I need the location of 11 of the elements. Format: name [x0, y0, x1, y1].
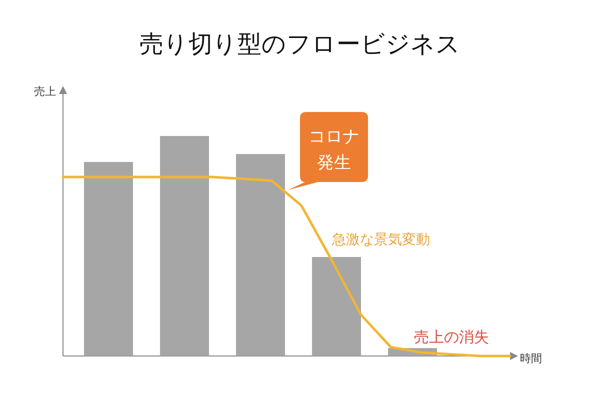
- bar: [160, 136, 209, 356]
- speech-bubble: コロナ発生: [288, 112, 368, 190]
- chart-title: 売り切り型のフロービジネス: [140, 30, 460, 58]
- y-axis-title: 売上: [34, 85, 56, 98]
- bar: [312, 257, 361, 356]
- annotation: コロナ発生: [308, 127, 360, 173]
- x-axis-title: 時間: [520, 352, 542, 365]
- annotation: 急激な景気変動: [331, 232, 430, 248]
- bar: [236, 154, 285, 356]
- bar: [84, 162, 133, 356]
- annotation: 売上の消失: [414, 328, 489, 346]
